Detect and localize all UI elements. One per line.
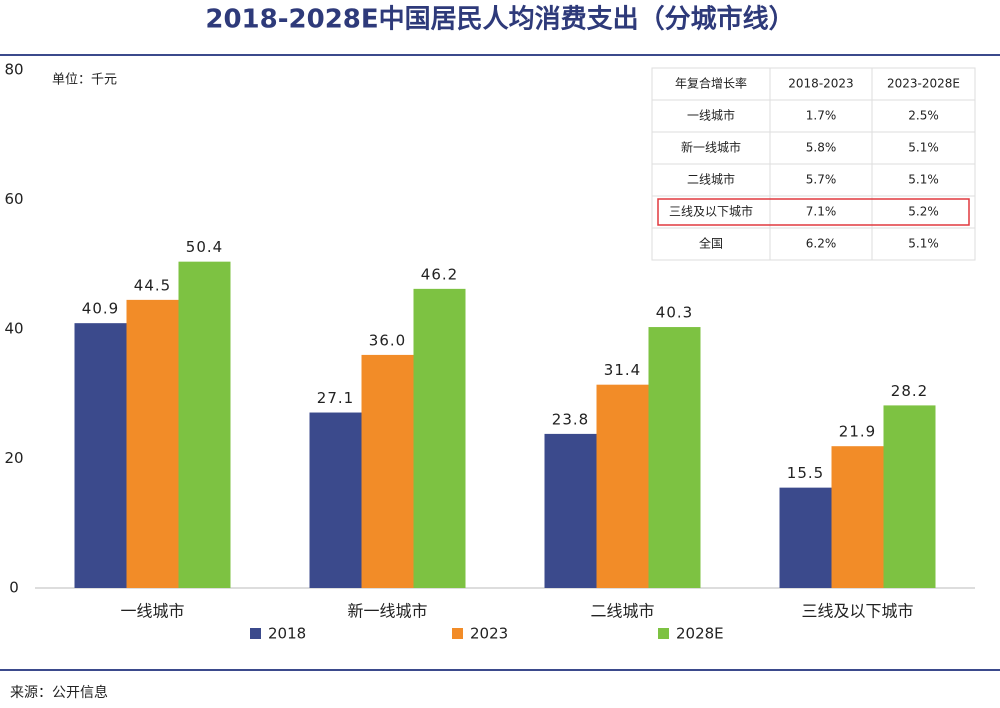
chart-title: 2018-2028E中国居民人均消费支出（分城市线） [205,4,794,35]
x-tick-label: 三线及以下城市 [801,602,913,621]
table-cell: 新一线城市 [681,140,741,155]
bar [779,487,832,588]
legend-label: 2023 [470,625,508,643]
table-cell: 三线及以下城市 [669,204,753,219]
bar [596,384,649,588]
value-label: 28.2 [891,382,928,400]
y-tick-label: 20 [4,449,23,467]
x-tick-label: 二线城市 [590,602,654,621]
legend-label: 2018 [268,625,306,643]
table-cell: 二线城市 [687,172,735,187]
table-cell: 5.7% [806,173,837,187]
table-cell: 7.1% [806,205,837,219]
value-label: 21.9 [839,423,876,441]
y-tick-label: 80 [4,61,23,79]
table-cell: 全国 [699,236,723,251]
table-cell: 1.7% [806,109,837,123]
table-cell: 6.2% [806,237,837,251]
y-tick-label: 0 [9,579,19,597]
bar [126,299,179,588]
table-cell: 5.1% [908,237,939,251]
legend-swatch [452,628,463,639]
bar [883,405,936,588]
bar [178,261,231,588]
unit-label: 单位：千元 [52,73,117,88]
legend-label: 2028E [676,625,724,643]
bar [74,323,127,588]
table-cell: 5.2% [908,205,939,219]
table-cell: 5.1% [908,173,939,187]
table-highlight [657,198,970,226]
x-tick-label: 一线城市 [120,602,184,621]
value-label: 15.5 [787,464,824,482]
value-label: 36.0 [369,331,406,349]
bar [413,288,466,588]
value-label: 44.5 [134,276,171,294]
value-label: 46.2 [421,265,458,283]
value-label: 40.9 [82,300,119,318]
bar [648,327,701,588]
value-label: 40.3 [656,304,693,322]
bar [309,412,362,588]
legend-swatch [250,628,261,639]
table-cell: 2018-2023 [788,77,853,91]
value-label: 27.1 [317,389,354,407]
table-cell: 年复合增长率 [675,76,747,91]
source: 来源：公开信息 [10,684,108,701]
table-cell: 5.1% [908,141,939,155]
table-cell: 5.8% [806,141,837,155]
table-cell: 2.5% [908,109,939,123]
y-tick-label: 60 [4,190,23,208]
x-tick-label: 新一线城市 [347,602,427,621]
value-label: 50.4 [186,238,223,256]
bar [831,446,884,588]
table-cell: 2023-2028E [887,77,960,91]
y-tick-label: 40 [4,320,23,338]
table-cell: 一线城市 [687,108,735,123]
bar [544,433,597,588]
legend-swatch [658,628,669,639]
bar [361,354,414,588]
value-label: 31.4 [604,361,641,379]
value-label: 23.8 [552,410,589,428]
